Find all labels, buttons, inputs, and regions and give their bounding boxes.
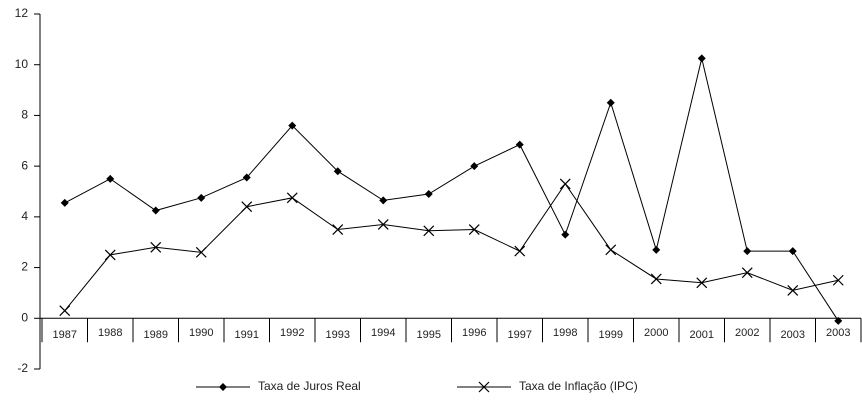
- x-tick-label: 1996: [462, 327, 486, 339]
- x-tick-label: 2003: [781, 329, 805, 341]
- x-tick-label: 1988: [98, 327, 122, 339]
- series-line: [64, 183, 839, 311]
- x-tick-label: 1992: [280, 327, 304, 339]
- data-point: [197, 193, 206, 202]
- data-point: [333, 167, 342, 176]
- data-point: [652, 245, 661, 254]
- data-point: [104, 249, 116, 261]
- x-tick-label: 2003: [826, 327, 850, 339]
- x-tick-label: 1994: [371, 327, 395, 339]
- data-point: [787, 284, 799, 296]
- data-point: [288, 121, 297, 130]
- data-point: [150, 241, 162, 253]
- data-point: [468, 224, 480, 235]
- x-tick-label: 1998: [553, 327, 577, 339]
- y-tick-label: 0: [21, 310, 28, 324]
- data-point: [60, 198, 69, 207]
- series-line: [64, 58, 839, 322]
- data-point: [561, 230, 570, 239]
- x-tick-label: 1995: [417, 329, 441, 341]
- data-point: [650, 273, 662, 285]
- data-point: [423, 225, 435, 237]
- x-tick-label: 2000: [644, 327, 668, 339]
- data-point: [696, 277, 708, 289]
- data-point: [106, 174, 115, 183]
- y-tick-label: 12: [15, 6, 29, 20]
- legend-label: Taxa de Inflação (IPC): [519, 379, 638, 393]
- x-tick-label: 1989: [144, 329, 168, 341]
- data-point: [834, 316, 843, 325]
- y-tick-label: 6: [21, 158, 28, 172]
- legend-marker: [478, 381, 490, 393]
- data-point: [515, 140, 524, 149]
- data-point: [832, 274, 844, 286]
- x-tick-label: 1990: [189, 327, 213, 339]
- x-tick-label: 2002: [735, 327, 759, 339]
- data-point: [377, 219, 389, 230]
- data-point: [697, 54, 706, 63]
- x-tick-label: 2001: [690, 329, 714, 341]
- data-point: [606, 98, 615, 107]
- legend-marker: [219, 383, 227, 391]
- data-point: [743, 247, 752, 256]
- x-tick-label: 1999: [599, 329, 623, 341]
- data-point: [788, 247, 797, 256]
- data-point: [286, 192, 298, 204]
- data-point: [470, 162, 479, 171]
- y-tick-label: 10: [15, 57, 29, 71]
- y-tick-label: -2: [17, 361, 28, 375]
- x-tick-label: 1991: [235, 329, 259, 341]
- data-point: [332, 224, 344, 235]
- data-point: [151, 206, 160, 215]
- data-point: [559, 178, 571, 190]
- x-tick-label: 1987: [53, 329, 77, 341]
- data-point: [241, 201, 253, 213]
- data-point: [514, 245, 526, 257]
- data-point: [605, 244, 617, 256]
- data-point: [741, 267, 753, 279]
- y-tick-label: 4: [21, 209, 28, 223]
- legend-label: Taxa de Juros Real: [258, 379, 361, 393]
- data-point: [379, 196, 388, 205]
- x-tick-label: 1993: [326, 329, 350, 341]
- x-tick-label: 1997: [508, 329, 532, 341]
- y-tick-label: 8: [21, 108, 28, 122]
- y-tick-label: 2: [21, 260, 28, 274]
- data-point: [424, 190, 433, 199]
- data-point: [242, 173, 251, 182]
- data-point: [59, 305, 71, 317]
- data-point: [195, 246, 207, 258]
